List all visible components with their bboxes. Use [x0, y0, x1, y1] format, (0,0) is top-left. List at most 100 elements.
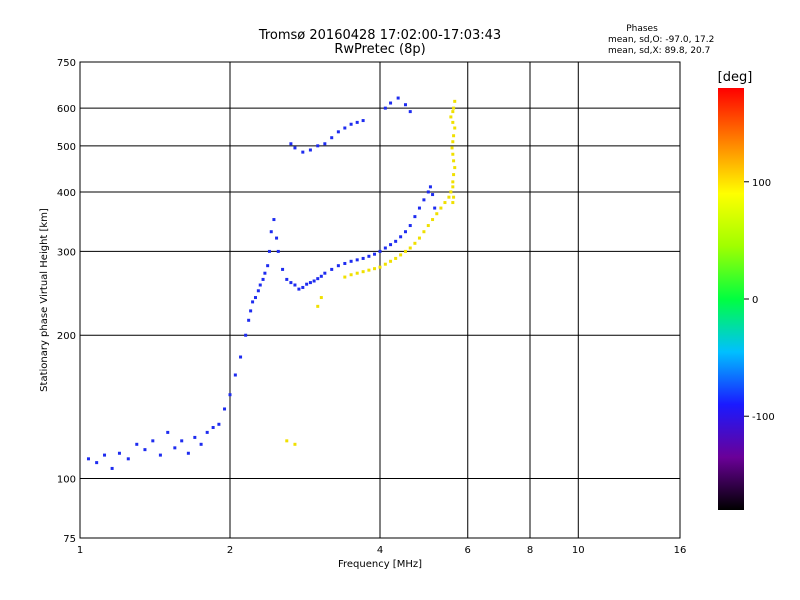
x-tick-label: 10 — [572, 545, 585, 556]
phases-x-stats: mean, sd,X: 89.8, 20.7 — [608, 46, 710, 56]
data-point — [389, 243, 393, 247]
data-point — [394, 239, 398, 243]
data-point — [451, 110, 455, 114]
colorbar-tick-label: 0 — [752, 295, 758, 306]
data-point — [383, 262, 387, 266]
data-point — [289, 281, 293, 285]
data-point — [323, 142, 327, 146]
data-point — [281, 267, 285, 271]
data-point — [308, 281, 312, 285]
data-point — [403, 249, 407, 253]
colorbar-tick-label: -100 — [752, 412, 775, 423]
data-point — [247, 318, 251, 322]
data-point — [403, 230, 407, 234]
data-point — [373, 252, 377, 256]
y-tick-label: 300 — [57, 247, 76, 258]
y-tick-label: 500 — [57, 142, 76, 153]
y-tick-label: 600 — [57, 104, 76, 115]
data-point — [285, 277, 289, 281]
data-point — [193, 435, 197, 439]
data-point — [361, 256, 365, 260]
colorbar-label: [deg] — [718, 70, 753, 85]
data-point — [408, 246, 412, 250]
data-point — [319, 296, 323, 300]
data-point — [269, 230, 273, 234]
data-point — [452, 106, 456, 110]
data-point — [451, 180, 455, 184]
data-point — [452, 195, 456, 199]
data-point — [355, 120, 359, 124]
data-point — [408, 224, 412, 228]
data-point — [158, 453, 162, 457]
data-point — [312, 279, 316, 283]
data-point — [452, 159, 456, 163]
data-point — [378, 249, 382, 253]
data-point — [117, 451, 121, 455]
data-point — [301, 285, 305, 289]
data-point — [439, 206, 443, 210]
data-point — [293, 442, 297, 446]
data-point — [349, 273, 353, 277]
data-point — [361, 270, 365, 274]
data-point — [251, 300, 255, 304]
data-point — [275, 236, 279, 240]
data-point — [450, 146, 454, 150]
data-point — [285, 439, 289, 443]
data-point — [355, 271, 359, 275]
data-point — [367, 254, 371, 258]
data-point — [330, 267, 334, 271]
data-point — [449, 190, 453, 194]
data-point — [289, 142, 293, 146]
data-point — [451, 120, 455, 124]
data-point — [316, 304, 320, 308]
data-point — [239, 355, 243, 359]
data-point — [308, 148, 312, 152]
y-tick-label: 400 — [57, 188, 76, 199]
data-point — [233, 373, 237, 377]
x-tick-label: 8 — [527, 545, 533, 556]
data-point — [431, 193, 435, 197]
data-point — [293, 283, 297, 287]
plot-grid — [80, 62, 680, 538]
colorbar — [718, 88, 744, 510]
data-point — [180, 439, 184, 443]
data-point — [343, 261, 347, 265]
data-point — [373, 267, 377, 271]
data-point — [95, 461, 99, 465]
data-point — [417, 236, 421, 240]
data-point — [451, 152, 455, 156]
data-point — [276, 249, 280, 253]
data-point — [110, 466, 114, 470]
data-point — [367, 268, 371, 272]
y-tick-label: 75 — [63, 534, 76, 545]
data-point — [228, 393, 232, 397]
data-point — [343, 126, 347, 130]
data-point — [297, 287, 301, 291]
data-point — [394, 256, 398, 260]
data-point — [399, 235, 403, 239]
data-point — [199, 442, 203, 446]
data-point — [426, 190, 430, 194]
data-point — [428, 185, 432, 189]
data-point — [272, 218, 276, 222]
data-point — [389, 259, 393, 263]
y-tick-label: 100 — [57, 475, 76, 486]
data-point — [261, 277, 265, 281]
data-point — [396, 96, 400, 100]
data-point — [301, 150, 305, 154]
y-tick-label: 200 — [57, 331, 76, 342]
data-point — [361, 119, 365, 123]
data-point — [103, 453, 107, 457]
data-point — [256, 289, 260, 293]
data-point — [449, 115, 453, 119]
data-point — [244, 333, 248, 337]
data-point — [447, 195, 451, 199]
data-point — [453, 99, 457, 103]
data-point — [453, 166, 457, 170]
data-point — [211, 425, 215, 429]
data-point — [413, 241, 417, 245]
y-axis-ticks: 75 100 200 300 400 500 600 750 — [57, 58, 76, 545]
data-point — [443, 201, 447, 205]
data-point — [422, 230, 426, 234]
